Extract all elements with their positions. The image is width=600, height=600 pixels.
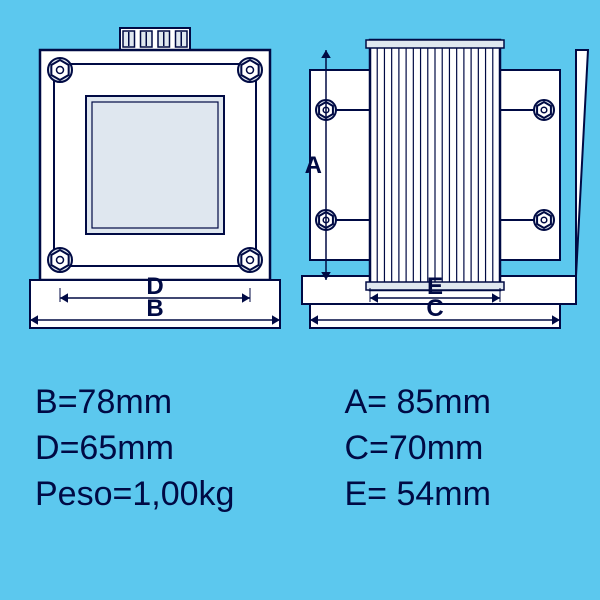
spec-E: E= 54mm (344, 472, 490, 518)
svg-text:A: A (305, 152, 322, 179)
front-view: DB (30, 28, 280, 328)
spec-B: B=78mm (35, 380, 234, 426)
diagram-canvas: DBAEC B=78mm D=65mm Peso=1,00kg A= 85mm … (0, 0, 600, 600)
spec-D: D=65mm (35, 426, 234, 472)
side-view: AEC (302, 40, 588, 328)
transformer-drawings: DBAEC (0, 0, 600, 370)
specs-left-column: B=78mm D=65mm Peso=1,00kg (35, 380, 234, 518)
spec-C: C=70mm (344, 426, 490, 472)
svg-text:C: C (426, 295, 443, 322)
spec-Peso: Peso=1,00kg (35, 472, 234, 518)
spec-A: A= 85mm (344, 380, 490, 426)
dimension-specs: B=78mm D=65mm Peso=1,00kg A= 85mm C=70mm… (35, 380, 491, 518)
specs-right-column: A= 85mm C=70mm E= 54mm (344, 380, 490, 518)
svg-text:B: B (146, 295, 163, 322)
